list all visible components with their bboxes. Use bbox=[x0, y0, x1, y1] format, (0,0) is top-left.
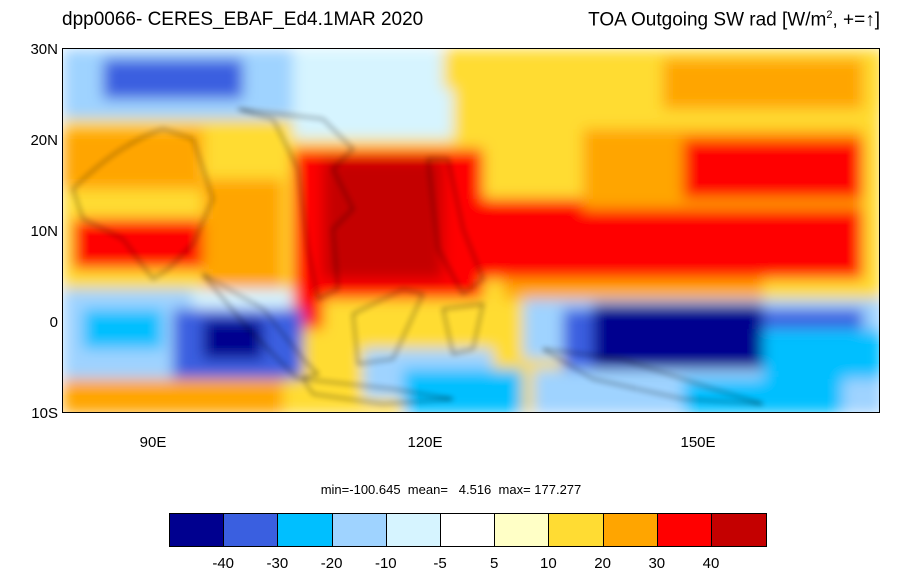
anomaly-field bbox=[63, 49, 879, 412]
lat-label-30n: 30N bbox=[30, 41, 58, 58]
colorbar-swatch-4 bbox=[386, 514, 441, 546]
colorbar-swatch-10 bbox=[711, 514, 767, 546]
colorbar-swatch-1 bbox=[224, 514, 279, 546]
lon-label-150e: 150E bbox=[680, 434, 716, 451]
colorbar-label: -10 bbox=[374, 555, 397, 572]
colorbar-swatch-5 bbox=[440, 514, 496, 546]
colorbar-label: 10 bbox=[540, 555, 557, 572]
colorbar-label: -5 bbox=[433, 555, 447, 572]
colorbar-swatch-9 bbox=[657, 514, 712, 546]
stats-line: min=-100.645 mean= 4.516 max= 177.277 bbox=[320, 482, 582, 497]
colorbar bbox=[169, 513, 768, 547]
colorbar-label: 5 bbox=[490, 555, 499, 572]
colorbar-swatch-0 bbox=[170, 514, 225, 546]
lat-label-20n: 20N bbox=[30, 132, 58, 149]
colorbar-swatch-8 bbox=[603, 514, 658, 546]
anomaly-map bbox=[62, 48, 880, 413]
colorbar-swatch-7 bbox=[549, 514, 604, 546]
lat-label-10s: 10S bbox=[31, 405, 58, 422]
lat-label-0: 0 bbox=[49, 314, 58, 331]
colorbar-label: -40 bbox=[212, 555, 235, 572]
colorbar-label: 20 bbox=[594, 555, 611, 572]
colorbar-swatch-6 bbox=[495, 514, 550, 546]
variable-title: TOA Outgoing SW rad [W/m2, +=↑] bbox=[588, 9, 880, 31]
lon-label-120e: 120E bbox=[407, 434, 443, 451]
colorbar-label: 40 bbox=[702, 555, 720, 572]
colorbar-swatch-3 bbox=[332, 514, 387, 546]
map-title: dpp0066- CERES_EBAF_Ed4.1MAR 2020 bbox=[62, 9, 424, 30]
lon-label-90e: 90E bbox=[139, 434, 167, 451]
lat-label-10n: 10N bbox=[30, 223, 58, 240]
colorbar-swatch-2 bbox=[278, 514, 333, 546]
colorbar-label: 30 bbox=[648, 555, 666, 572]
colorbar-label: -30 bbox=[266, 555, 289, 572]
coastline-outlines bbox=[72, 108, 764, 405]
colorbar-label: -20 bbox=[320, 555, 343, 572]
